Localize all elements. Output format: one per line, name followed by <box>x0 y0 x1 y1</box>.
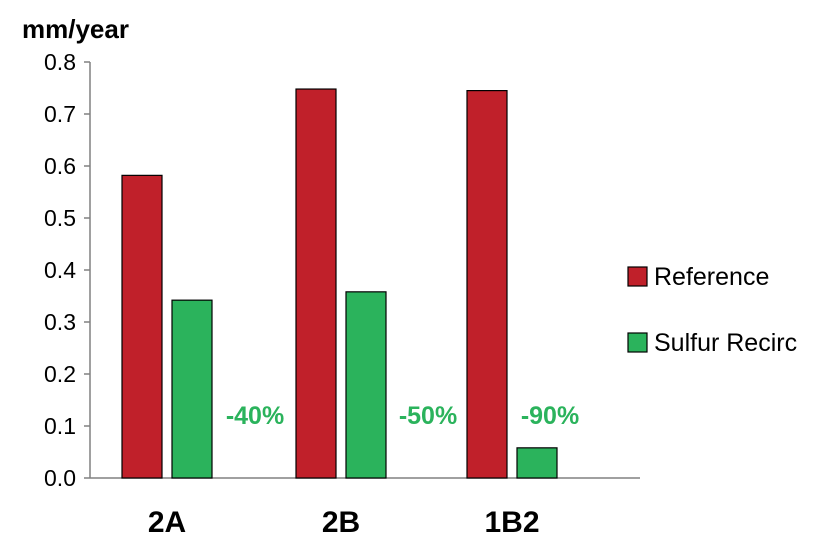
y-tick-label: 0.8 <box>44 49 76 75</box>
y-axis-title: mm/year <box>22 14 129 44</box>
reduction-annotations: -40% -50% -90% <box>226 402 579 430</box>
reduction-annotation: -40% <box>226 402 284 430</box>
y-tick-label: 0.6 <box>44 153 76 179</box>
bar-reference-2a <box>121 174 163 479</box>
y-tick-label: 0.5 <box>44 205 76 231</box>
y-tick-label: 0.3 <box>44 309 76 335</box>
bar-sulfur-recirc-2a <box>171 299 213 479</box>
y-tick-label: 0.0 <box>44 465 76 491</box>
legend-label: Sulfur Recirc <box>654 329 797 357</box>
y-ticks: 0.0 0.1 0.2 0.3 0.4 0.5 0.6 0.7 0.8 <box>44 49 90 491</box>
legend-label: Reference <box>654 263 769 291</box>
legend-swatch <box>627 266 648 287</box>
x-tick-labels: 2A 2B 1B2 <box>148 506 540 539</box>
bar-reference-1b2 <box>466 89 508 479</box>
bars-group <box>121 88 558 479</box>
legend-swatch <box>627 332 648 353</box>
x-tick-label: 2B <box>322 506 360 539</box>
y-tick-label: 0.1 <box>44 413 76 439</box>
bar-reference-2b <box>295 88 337 479</box>
bar-sulfur-recirc-1b2 <box>516 447 558 479</box>
y-tick-label: 0.4 <box>44 257 76 283</box>
y-tick-label: 0.7 <box>44 101 76 127</box>
reduction-annotation: -90% <box>521 402 579 430</box>
x-tick-label: 1B2 <box>484 506 539 539</box>
y-tick-label: 0.2 <box>44 361 76 387</box>
x-tick-label: 2A <box>148 506 186 539</box>
legend: Reference Sulfur Recirc <box>627 263 797 357</box>
reduction-annotation: -50% <box>399 402 457 430</box>
bar-sulfur-recirc-2b <box>345 291 387 479</box>
